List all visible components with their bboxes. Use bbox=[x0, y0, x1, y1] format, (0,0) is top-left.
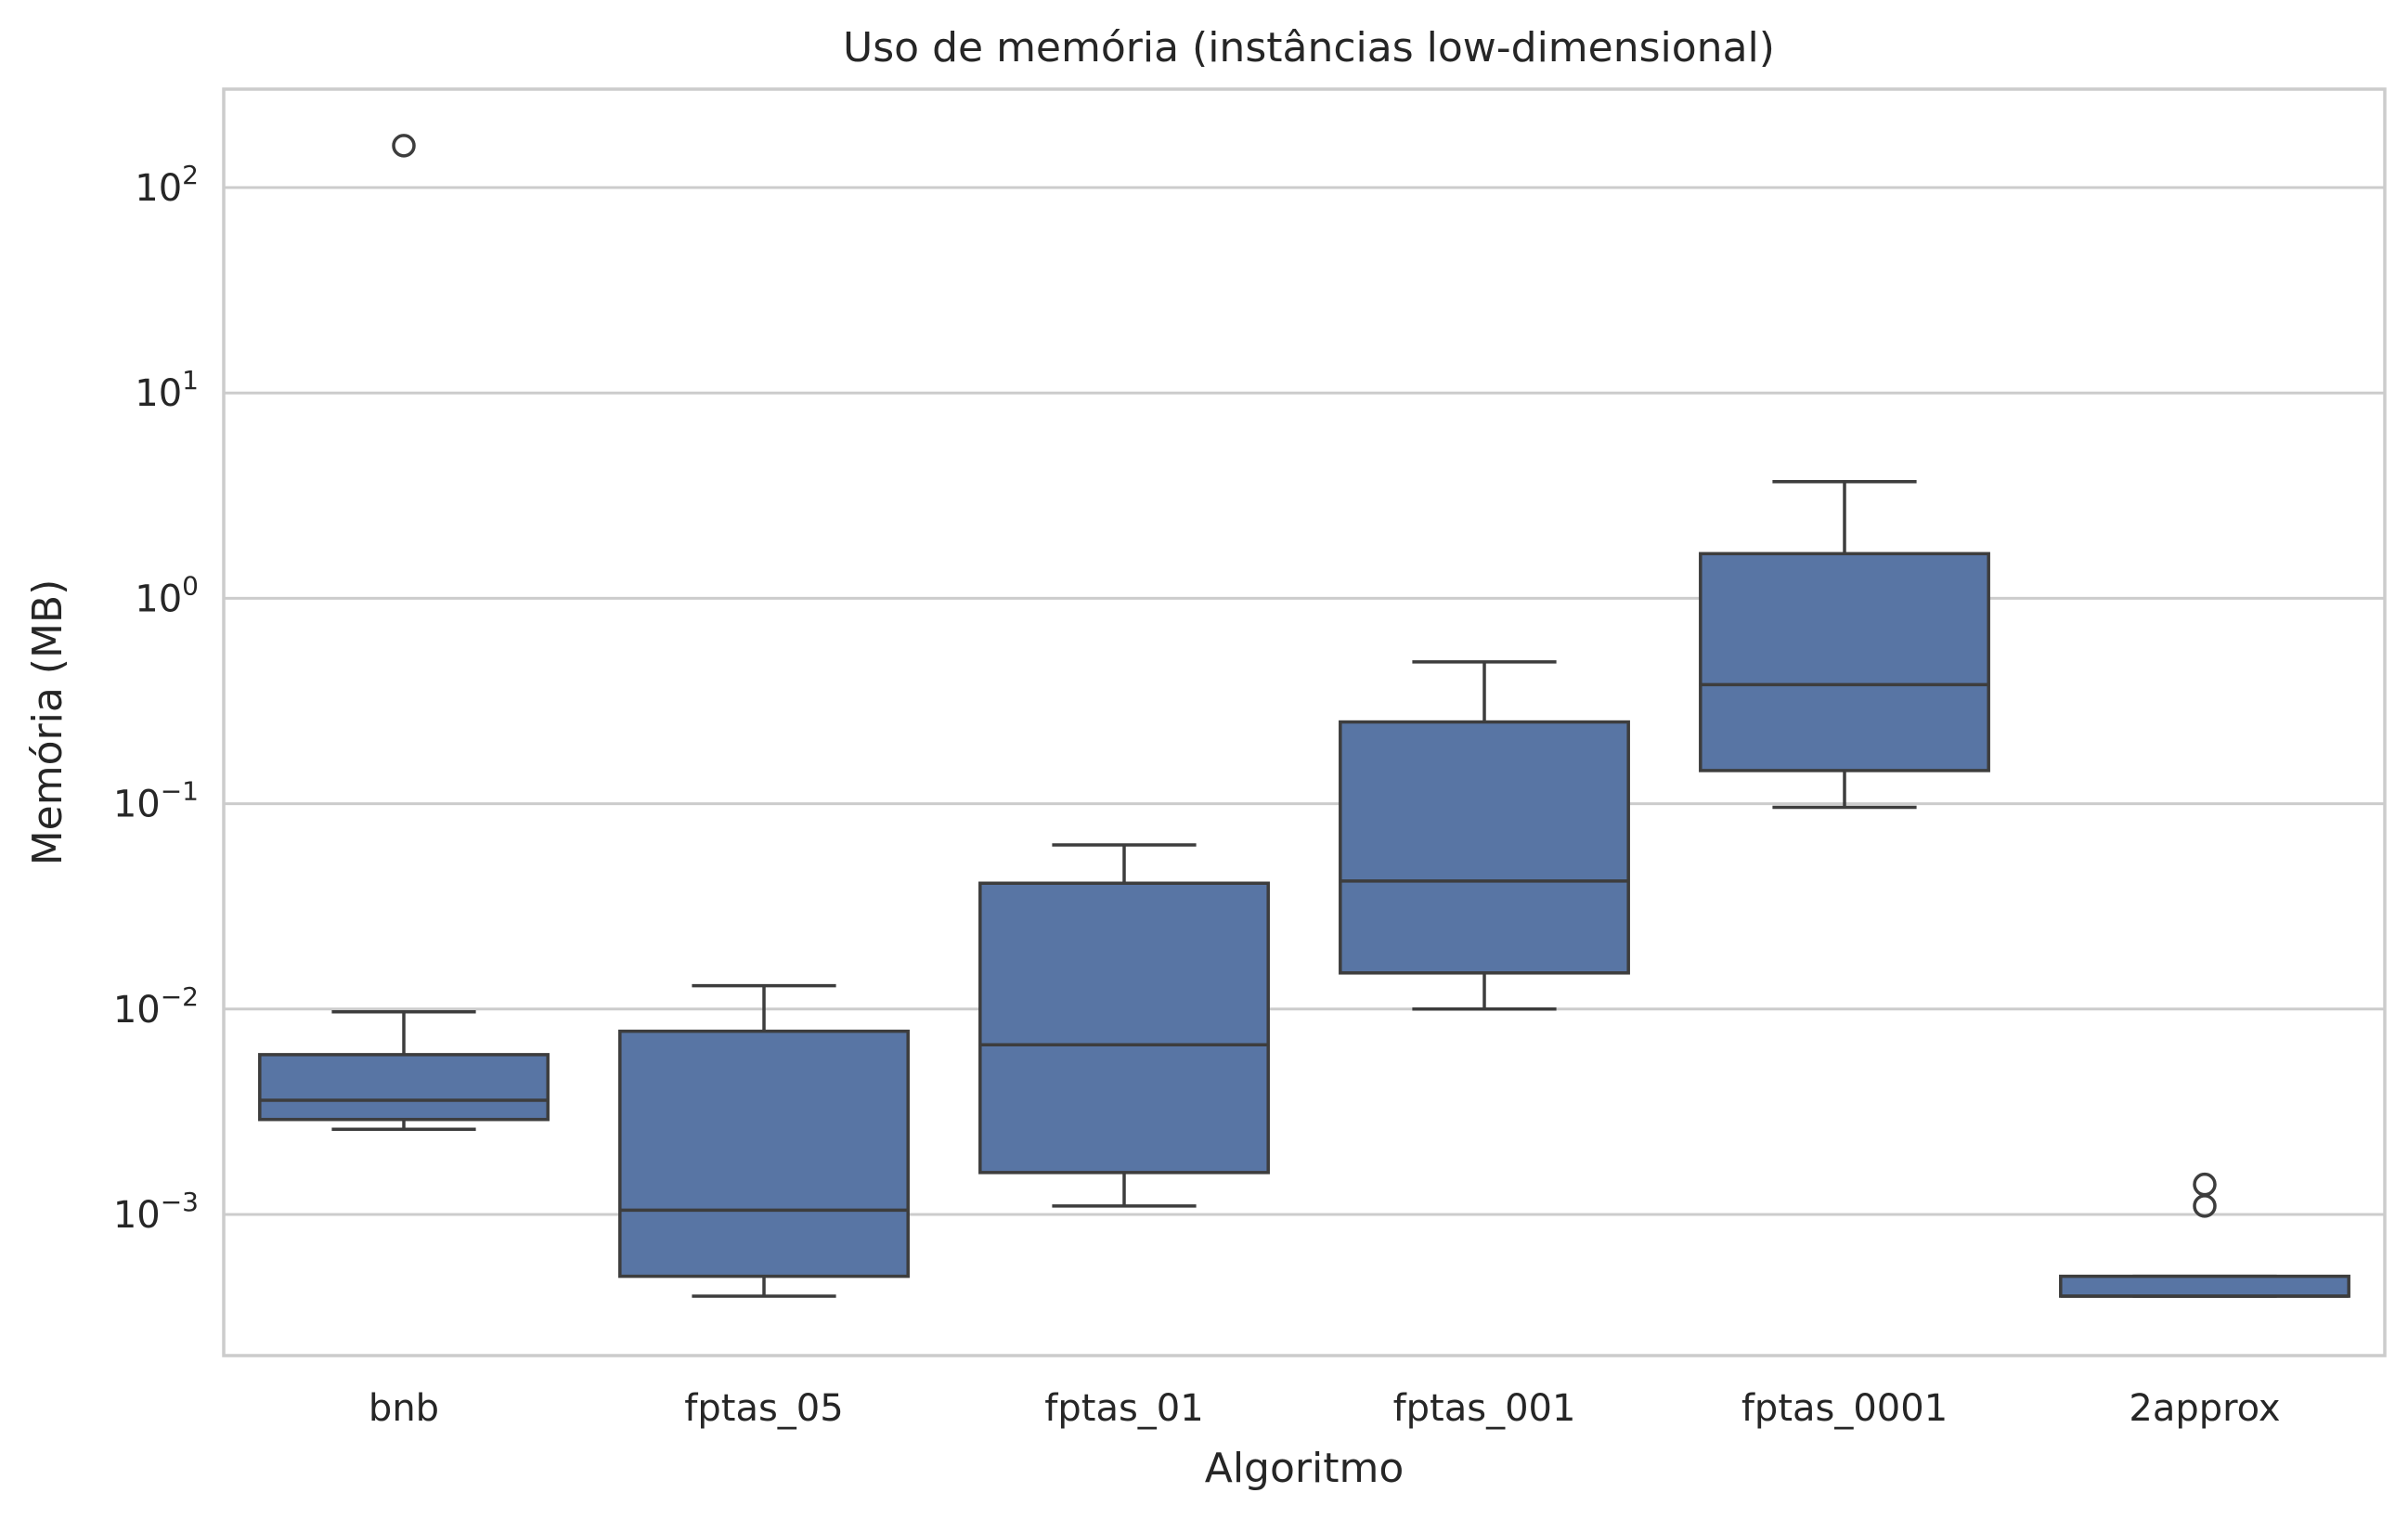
iqr-box bbox=[1339, 720, 1630, 975]
y-axis-label: Memória (MB) bbox=[24, 579, 71, 866]
x-tick-label: bnb bbox=[369, 1387, 439, 1430]
box-fptas_0001 bbox=[1699, 479, 1990, 810]
iqr-box bbox=[2059, 1274, 2350, 1298]
box-fptas_01 bbox=[978, 843, 1270, 1208]
x-axis-label: Algoritmo bbox=[1205, 1445, 1405, 1492]
gridlines bbox=[224, 186, 2385, 1216]
iqr-box bbox=[258, 1053, 550, 1122]
x-tick-label: fptas_05 bbox=[684, 1387, 843, 1430]
y-tick-label: 101 bbox=[135, 365, 199, 415]
x-tick-label: fptas_0001 bbox=[1741, 1387, 1948, 1430]
outlier-point bbox=[2193, 1172, 2217, 1197]
box-bnb bbox=[258, 134, 550, 1131]
x-tick-labels: bnb fptas_05 fptas_01 fptas_001 fptas_0001 2a… bbox=[369, 1387, 2281, 1430]
box-fptas_001 bbox=[1339, 660, 1630, 1011]
iqr-box bbox=[978, 881, 1270, 1175]
x-tick-label: fptas_001 bbox=[1393, 1387, 1576, 1430]
y-tick-label: 10−3 bbox=[113, 1187, 199, 1237]
plot-frame bbox=[222, 87, 2387, 1357]
y-tick-labels: 10−3 10−2 10−1 100 101 102 bbox=[113, 160, 199, 1237]
x-tick-label: 2approx bbox=[2129, 1387, 2280, 1430]
box-2approx bbox=[2059, 1172, 2350, 1298]
chart-title: Uso de memória (instâncias low-dimension… bbox=[843, 24, 1775, 71]
box-fptas_05 bbox=[618, 983, 910, 1298]
x-tick-label: fptas_01 bbox=[1044, 1387, 1203, 1430]
boxes bbox=[258, 134, 2350, 1298]
iqr-box bbox=[618, 1029, 910, 1279]
y-tick-label: 102 bbox=[135, 160, 199, 210]
y-tick-label: 10−2 bbox=[113, 981, 199, 1032]
y-tick-label: 100 bbox=[135, 570, 199, 620]
outlier-point bbox=[392, 134, 416, 158]
iqr-box bbox=[1699, 552, 1990, 772]
y-tick-label: 10−1 bbox=[113, 776, 199, 826]
